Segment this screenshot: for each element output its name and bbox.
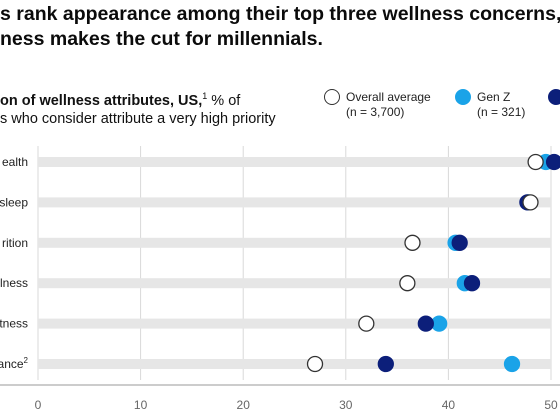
row-track-5 [38, 359, 551, 369]
dot-series-0-row-5 [306, 355, 324, 373]
row-label-0: ealth [2, 155, 28, 169]
subtitle-rest: % of [207, 92, 241, 109]
legend-sub-gen-z: (n = 321) [477, 105, 526, 119]
subtitle-bold: on of wellness attributes, US, [0, 92, 203, 109]
legend-overall-average: Overall average (n = 3,700) [324, 89, 431, 120]
x-tick-label-0: 0 [35, 398, 42, 412]
row-label-2: rition [2, 236, 28, 250]
dot-series-2-row-4 [417, 315, 434, 332]
dot-series-0-row-4 [358, 315, 375, 332]
x-tick-label-40: 40 [442, 398, 456, 412]
chart-subtitle: on of wellness attributes, US,1 % of s w… [0, 87, 276, 128]
legend-marker-gen-z [455, 89, 471, 105]
row-track-3 [38, 278, 551, 289]
dot-series-2-row-2 [451, 234, 468, 251]
row-track-2 [38, 237, 551, 248]
row-label-3: llness [0, 276, 28, 290]
row-label-4: tness [0, 317, 28, 331]
dot-series-0-row-2 [404, 234, 421, 251]
row-label-5: ance2 [0, 356, 29, 371]
headline-line-2: ness makes the cut for millennials. [0, 28, 323, 50]
headline-line-1: s rank appearance among their top three … [0, 3, 560, 25]
x-tick-label-30: 30 [339, 398, 353, 412]
subtitle-footnote: 1 [202, 91, 208, 101]
dot-series-2-row-0 [545, 153, 560, 171]
x-tick-label-10: 10 [134, 398, 148, 412]
row-label-sup-5: 2 [24, 356, 29, 365]
legend-marker-overall [324, 89, 340, 105]
dot-series-0-row-3 [399, 275, 416, 292]
subtitle-line-2: s who consider attribute a very high pri… [0, 110, 276, 127]
legend-marker-third [548, 89, 560, 105]
dot-series-1-row-5 [503, 355, 521, 373]
legend-sub-overall: (n = 3,700) [346, 105, 405, 119]
headline: s rank appearance among their top three … [0, 2, 560, 52]
x-tick-label-20: 20 [237, 398, 251, 412]
row-track-1 [38, 197, 551, 208]
legend-gen-z: Gen Z (n = 321) [455, 89, 526, 120]
dot-series-2-row-5 [377, 355, 394, 373]
dot-series-0-row-0 [527, 153, 544, 171]
dot-series-2-row-3 [463, 275, 481, 292]
legend-label-gen-z: Gen Z [477, 90, 511, 104]
row-track-0 [38, 157, 551, 167]
row-track-4 [38, 318, 551, 329]
legend-label-overall: Overall average [346, 90, 431, 104]
dot-series-0-row-1 [522, 194, 539, 211]
x-tick-label-50: 50 [544, 398, 558, 412]
row-label-1: sleep [0, 195, 28, 209]
